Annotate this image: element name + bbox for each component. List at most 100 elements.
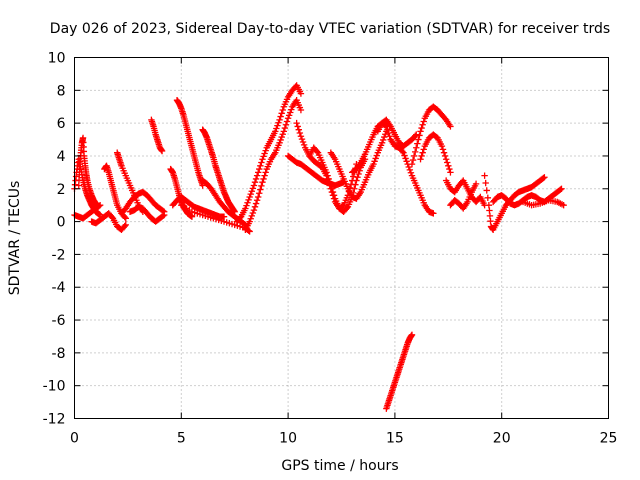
points-layer	[71, 82, 567, 412]
data-point	[541, 174, 548, 181]
data-point	[246, 228, 253, 235]
data-point	[418, 124, 425, 132]
data-point	[327, 182, 335, 189]
series-arc8	[126, 203, 168, 225]
series-arc20	[306, 144, 369, 215]
data-point	[251, 179, 259, 186]
data-point	[324, 172, 331, 179]
series-arc21	[327, 128, 390, 202]
data-point	[384, 126, 391, 133]
data-point	[483, 187, 490, 194]
data-point	[161, 211, 168, 219]
plot-frame	[74, 57, 609, 419]
data-point	[409, 156, 417, 164]
data-point	[438, 142, 446, 150]
data-point	[122, 221, 129, 229]
data-point	[386, 133, 393, 140]
y-tick-label: 10	[48, 51, 66, 67]
data-point	[297, 90, 305, 97]
data-point	[277, 113, 284, 120]
series-arc29	[481, 172, 548, 233]
x-tick-label: 25	[600, 431, 618, 447]
grid-layer	[74, 57, 609, 419]
data-point	[415, 136, 422, 143]
y-tick-label: -12	[43, 412, 66, 428]
y-tick-label: -10	[43, 379, 66, 395]
data-point	[472, 180, 480, 188]
series-arc28	[447, 180, 480, 212]
data-point	[260, 153, 267, 160]
data-point	[248, 188, 255, 195]
data-point	[407, 169, 415, 176]
data-point	[253, 197, 261, 204]
x-axis-title: GPS time / hours	[281, 458, 398, 474]
x-tick-label: 10	[279, 431, 297, 447]
data-point	[382, 131, 389, 138]
y-tick-label: -4	[52, 280, 66, 296]
data-point	[256, 165, 263, 173]
data-point	[299, 138, 307, 146]
series-arc3	[71, 201, 104, 222]
data-point	[410, 152, 418, 160]
data-point	[246, 218, 253, 225]
data-point	[250, 206, 258, 214]
data-point	[408, 160, 416, 168]
data-point	[560, 201, 567, 209]
data-point	[385, 129, 392, 137]
data-point	[442, 156, 450, 163]
data-point	[121, 222, 128, 230]
data-point	[262, 169, 269, 176]
data-point	[355, 170, 362, 178]
data-point	[259, 156, 266, 163]
data-point	[402, 155, 409, 162]
x-tick-label: 15	[386, 431, 404, 447]
series-arc13	[199, 126, 238, 215]
data-point	[252, 175, 260, 183]
data-point	[558, 185, 565, 192]
data-point	[247, 215, 254, 222]
y-tick-label: 6	[57, 116, 66, 132]
data-point	[96, 201, 104, 209]
data-point	[278, 133, 285, 141]
data-point	[313, 148, 321, 155]
data-point	[416, 132, 423, 139]
series-arc16	[233, 82, 305, 225]
data-point	[248, 212, 255, 220]
series-arc25	[417, 131, 454, 176]
data-point	[258, 182, 265, 190]
data-point	[243, 202, 250, 209]
data-point	[282, 121, 290, 128]
series-arc30	[489, 185, 565, 209]
data-point	[408, 331, 416, 339]
series-arc26	[383, 331, 416, 412]
series-arc9	[148, 116, 166, 155]
data-point	[262, 147, 269, 154]
data-point	[236, 214, 244, 222]
data-point	[244, 199, 251, 206]
data-point	[440, 149, 448, 156]
data-point	[276, 139, 283, 147]
data-point	[294, 123, 301, 130]
data-point	[379, 136, 387, 144]
data-point	[329, 188, 337, 196]
data-point	[411, 148, 419, 156]
data-point	[279, 131, 286, 138]
data-point	[420, 146, 427, 153]
data-point	[158, 147, 166, 155]
data-point	[400, 149, 407, 156]
data-point	[283, 118, 291, 125]
data-point	[251, 203, 259, 211]
data-point	[257, 186, 264, 193]
data-point	[447, 169, 454, 176]
data-point	[484, 194, 492, 201]
data-point	[254, 169, 262, 176]
data-point	[95, 202, 103, 210]
y-tick-label: 2	[57, 182, 66, 198]
data-point	[343, 204, 351, 212]
data-point	[419, 149, 426, 156]
y-tick-label: 4	[57, 149, 66, 165]
data-point	[254, 193, 262, 201]
data-point	[420, 118, 427, 125]
